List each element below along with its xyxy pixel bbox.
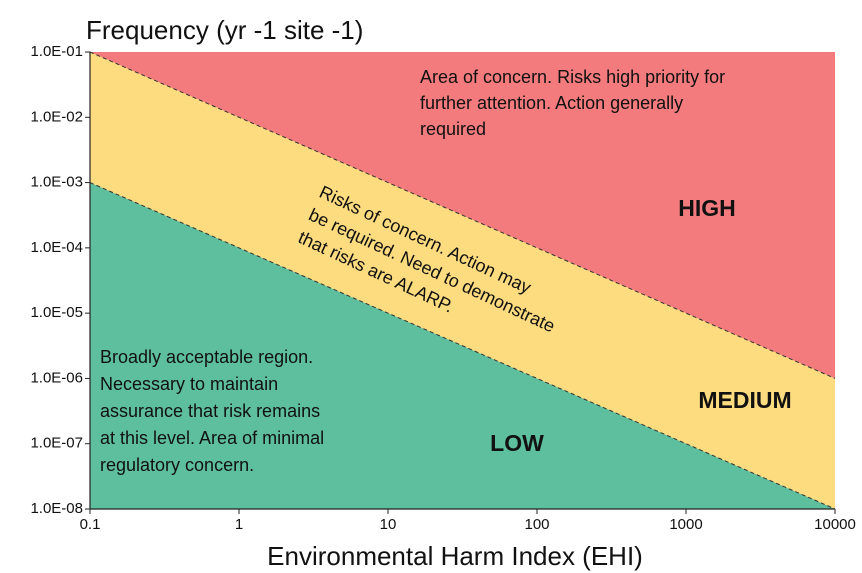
region-note: regulatory concern. <box>100 455 254 475</box>
x-tick-label: 1 <box>235 516 243 533</box>
y-tick-label: 1.0E-06 <box>30 369 83 386</box>
region-note: at this level. Area of minimal <box>100 428 324 448</box>
y-tick-label: 1.0E-03 <box>30 174 83 191</box>
x-tick-label: 10000 <box>814 516 856 533</box>
y-tick-label: 1.0E-07 <box>30 435 83 452</box>
y-tick-label: 1.0E-02 <box>30 108 83 125</box>
x-tick-label: 100 <box>524 516 549 533</box>
region-label: MEDIUM <box>698 387 791 413</box>
x-tick-label: 10 <box>380 516 397 533</box>
y-tick-label: 1.0E-04 <box>30 239 83 256</box>
y-tick-label: 1.0E-01 <box>30 43 83 60</box>
chart-title: Frequency (yr -1 site -1) <box>86 15 363 45</box>
region-label: LOW <box>490 430 544 456</box>
region-note: Area of concern. Risks high priority for <box>420 67 725 87</box>
region-note: Necessary to maintain <box>100 374 278 394</box>
x-axis-label: Environmental Harm Index (EHI) <box>267 541 643 571</box>
y-tick-label: 1.0E-05 <box>30 304 83 321</box>
region-note: required <box>420 119 486 139</box>
y-tick-label: 1.0E-08 <box>30 500 83 517</box>
x-tick-label: 1000 <box>669 516 702 533</box>
region-note: Broadly acceptable region. <box>100 347 313 367</box>
region-note: further attention. Action generally <box>420 93 683 113</box>
region-label: HIGH <box>678 195 736 221</box>
x-tick-label: 0.1 <box>80 516 101 533</box>
region-note: assurance that risk remains <box>100 401 320 421</box>
boundary-line <box>89 182 836 510</box>
boundary-line <box>89 51 836 379</box>
